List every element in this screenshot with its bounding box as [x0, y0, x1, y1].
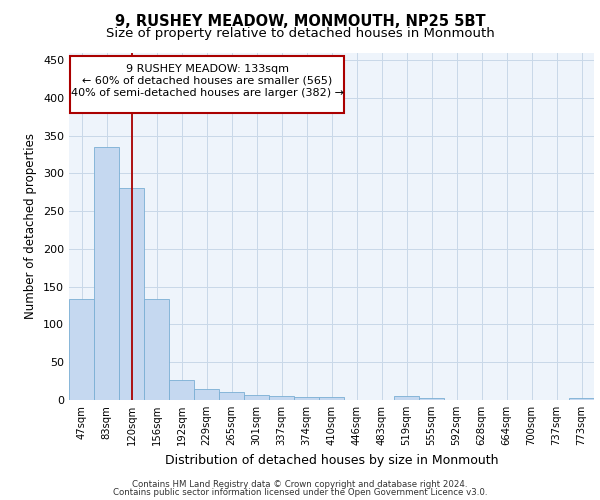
Bar	[295, 397, 319, 400]
Bar	[194, 388, 218, 400]
Bar	[319, 397, 344, 400]
Bar	[94, 147, 119, 400]
Bar	[394, 396, 419, 400]
FancyBboxPatch shape	[70, 56, 344, 113]
Text: Contains public sector information licensed under the Open Government Licence v3: Contains public sector information licen…	[113, 488, 487, 497]
Bar	[569, 398, 593, 400]
Text: 40% of semi-detached houses are larger (382) →: 40% of semi-detached houses are larger (…	[71, 88, 344, 98]
Text: 9, RUSHEY MEADOW, MONMOUTH, NP25 5BT: 9, RUSHEY MEADOW, MONMOUTH, NP25 5BT	[115, 14, 485, 29]
Bar	[419, 398, 443, 400]
Bar	[145, 299, 169, 400]
Text: ← 60% of detached houses are smaller (565): ← 60% of detached houses are smaller (56…	[82, 76, 332, 86]
Text: Size of property relative to detached houses in Monmouth: Size of property relative to detached ho…	[106, 28, 494, 40]
Bar	[220, 392, 244, 400]
X-axis label: Distribution of detached houses by size in Monmouth: Distribution of detached houses by size …	[165, 454, 498, 466]
Bar	[70, 299, 94, 400]
Bar	[244, 394, 269, 400]
Y-axis label: Number of detached properties: Number of detached properties	[25, 133, 37, 320]
Bar	[169, 380, 194, 400]
Text: 9 RUSHEY MEADOW: 133sqm: 9 RUSHEY MEADOW: 133sqm	[125, 64, 289, 74]
Text: Contains HM Land Registry data © Crown copyright and database right 2024.: Contains HM Land Registry data © Crown c…	[132, 480, 468, 489]
Bar	[269, 396, 293, 400]
Bar	[119, 188, 143, 400]
